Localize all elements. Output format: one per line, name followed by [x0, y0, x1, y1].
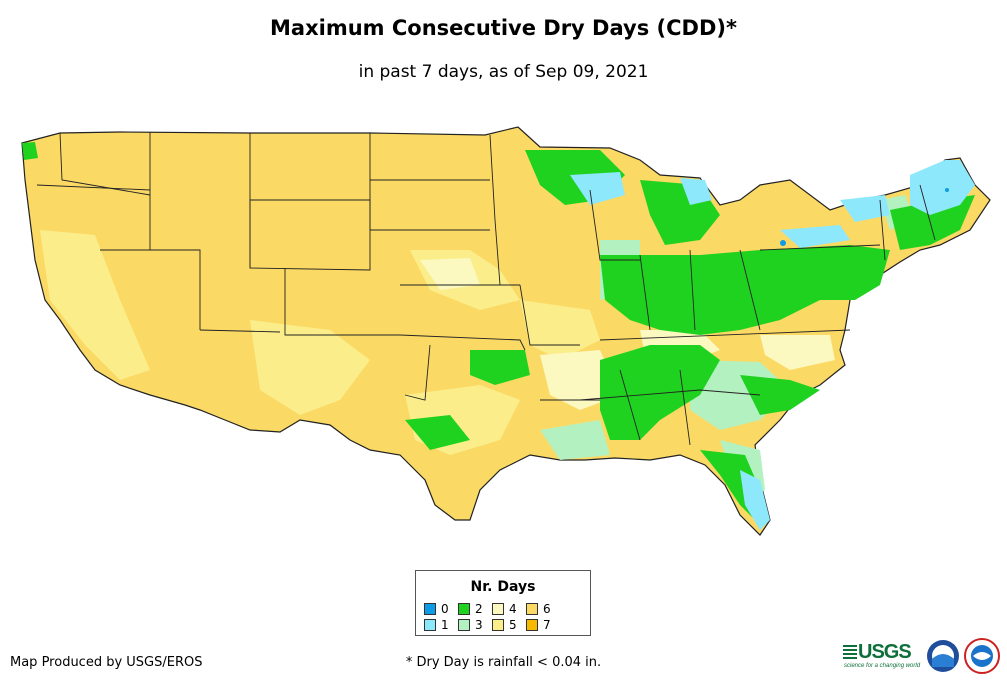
- footnote: * Dry Day is rainfall < 0.04 in.: [405, 655, 602, 670]
- legend-item: 0: [424, 603, 449, 615]
- legend-swatch: [492, 619, 504, 631]
- legend-item: 4: [492, 603, 517, 615]
- legend-item: 5: [492, 619, 517, 631]
- us-cdd-map: [21, 126, 991, 536]
- class-0-regions: [780, 188, 949, 246]
- legend-swatch: [424, 603, 436, 615]
- legend-item: 2: [458, 603, 483, 615]
- legend-swatch: [458, 603, 470, 615]
- legend-label: 0: [441, 602, 449, 616]
- legend-swatch: [492, 603, 504, 615]
- noaa-logo: [927, 640, 959, 672]
- legend-label: 4: [509, 602, 517, 616]
- legend-label: 6: [543, 602, 551, 616]
- producer-credit: Map Produced by USGS/EROS: [10, 655, 203, 670]
- nws-logo: [964, 638, 1000, 674]
- map-subtitle: in past 7 days, as of Sep 09, 2021: [358, 62, 649, 82]
- legend-label: 3: [475, 618, 483, 632]
- legend-label: 1: [441, 618, 449, 632]
- legend-label: 5: [509, 618, 517, 632]
- conus-base: [21, 126, 991, 536]
- legend-swatch: [424, 619, 436, 631]
- agency-logos: USGS science for a changing world: [842, 636, 1002, 676]
- legend-label: 2: [475, 602, 483, 616]
- legend-swatch: [526, 603, 538, 615]
- legend-label: 7: [543, 618, 551, 632]
- legend-swatch: [526, 619, 538, 631]
- legend-title: Nr. Days: [470, 579, 536, 595]
- legend-item: 3: [458, 619, 483, 631]
- legend-item: 1: [424, 619, 449, 631]
- usgs-tagline: science for a changing world: [844, 663, 921, 669]
- legend-box: Nr. Days 0 1 2 3 4 5 6 7: [415, 570, 591, 636]
- legend-item: 6: [526, 603, 551, 615]
- class-1-regions: [570, 160, 975, 530]
- state-boundaries: [36, 132, 936, 446]
- legend-swatch: [458, 619, 470, 631]
- legend-item: 7: [526, 619, 551, 631]
- usgs-logo: [843, 645, 857, 659]
- map-title: Maximum Consecutive Dry Days (CDD)*: [270, 16, 737, 40]
- usgs-wordmark: USGS: [858, 641, 912, 663]
